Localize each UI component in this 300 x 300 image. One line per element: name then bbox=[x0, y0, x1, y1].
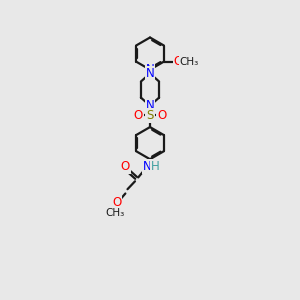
Text: N: N bbox=[146, 63, 154, 76]
Text: CH₃: CH₃ bbox=[105, 208, 124, 218]
Text: S: S bbox=[146, 109, 154, 122]
Text: O: O bbox=[112, 196, 122, 209]
Text: CH₃: CH₃ bbox=[179, 57, 199, 67]
Text: O: O bbox=[134, 109, 143, 122]
Text: N: N bbox=[146, 99, 154, 112]
Text: H: H bbox=[151, 160, 160, 173]
Text: O: O bbox=[174, 55, 183, 68]
Text: N: N bbox=[143, 160, 152, 173]
Text: O: O bbox=[121, 160, 130, 172]
Text: O: O bbox=[157, 109, 167, 122]
Text: N: N bbox=[146, 67, 154, 80]
